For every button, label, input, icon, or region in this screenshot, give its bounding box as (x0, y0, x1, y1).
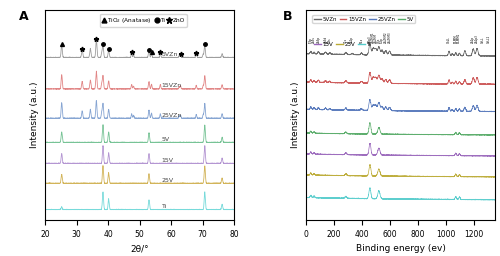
Text: Zn3s: Zn3s (312, 36, 316, 43)
X-axis label: Binding energy (ev): Binding energy (ev) (356, 244, 446, 253)
Text: A: A (18, 10, 28, 23)
Text: Ca2p: Ca2p (350, 36, 354, 43)
Text: 25V: 25V (162, 178, 173, 183)
Text: Zn3p: Zn3p (316, 36, 320, 43)
Text: Ti3p: Ti3p (309, 37, 313, 43)
Text: N1s: N1s (360, 38, 364, 43)
Text: 25VZn: 25VZn (162, 112, 182, 118)
Legend: TiO$_2$ (Anatase), Ti, ZnO: TiO$_2$ (Anatase), Ti, ZnO (100, 14, 186, 27)
Text: Zn2p: Zn2p (472, 36, 476, 43)
Text: B: B (283, 10, 292, 23)
Text: TiLMM1: TiLMM1 (458, 33, 462, 43)
Text: CaLL: CaLL (481, 36, 485, 43)
Text: 15VZn: 15VZn (162, 83, 182, 88)
Text: Ti2p3: Ti2p3 (368, 35, 372, 43)
Text: C1s: C1s (344, 38, 348, 43)
Text: ZnLMM1: ZnLMM1 (372, 31, 376, 43)
Text: Zn2p3: Zn2p3 (475, 34, 479, 43)
Text: CaLL2: CaLL2 (486, 35, 490, 43)
Text: 5VZn: 5VZn (162, 52, 178, 57)
Text: ZnLMM: ZnLMM (374, 33, 378, 43)
Text: ZnLMM3: ZnLMM3 (388, 31, 392, 43)
Legend: 15V, 25V, Ti: 15V, 25V, Ti (312, 40, 372, 49)
Text: OkLL: OkLL (447, 36, 451, 43)
Text: Ti2p: Ti2p (380, 37, 384, 43)
Y-axis label: Intensity (a.u.): Intensity (a.u.) (292, 82, 300, 148)
Text: TiLMM: TiLMM (454, 34, 458, 43)
X-axis label: 2θ/°: 2θ/° (130, 244, 149, 253)
Text: 15V: 15V (162, 158, 173, 163)
Text: Zn3d: Zn3d (324, 36, 328, 43)
Y-axis label: Intensity (a.u.): Intensity (a.u.) (30, 82, 40, 148)
Text: Ti3s: Ti3s (328, 37, 332, 43)
Text: ZnLMM2: ZnLMM2 (384, 31, 388, 43)
Text: O1s: O1s (377, 38, 381, 43)
Text: Ti: Ti (162, 204, 167, 209)
Text: 5V: 5V (162, 137, 170, 142)
